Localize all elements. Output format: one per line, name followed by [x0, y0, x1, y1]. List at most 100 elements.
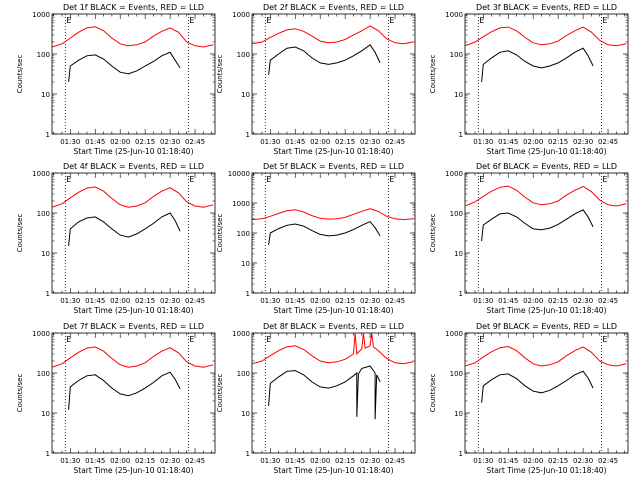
x-tick-label: 02:30: [573, 138, 593, 146]
y-tick-label: 10: [454, 250, 463, 258]
events-series-line: [68, 51, 181, 83]
event-marker-label: E: [266, 175, 271, 184]
x-axis-label: Start Time (25-Jun-10 01:18:40): [487, 147, 607, 156]
x-tick-label: 02:15: [135, 138, 155, 146]
x-tick-label: 01:45: [285, 297, 305, 305]
event-marker-label: E: [602, 175, 607, 184]
y-tick-label: 1: [459, 290, 463, 298]
events-series-line: [481, 47, 594, 83]
panel-det-6f: Det 6f BLACK = Events, RED = LLD 1 10 100 10…: [429, 162, 629, 315]
x-tick-label: 02:45: [598, 297, 618, 305]
y-tick-label: 100: [37, 370, 50, 378]
panel-det-2f: Det 2f BLACK = Events, RED = LLD 1 10 100 10…: [216, 3, 416, 156]
plot-frame: [51, 13, 216, 135]
event-marker-label: E: [189, 175, 194, 184]
y-tick-label: 1: [246, 131, 250, 139]
panel-det-1f: Det 1f BLACK = Events, RED = LLD 1 10 100 10…: [16, 3, 216, 156]
plot-frame: [464, 172, 629, 294]
x-tick-label: 02:30: [573, 457, 593, 465]
x-tick-label: 02:15: [335, 297, 355, 305]
y-axis-label: Counts/sec: [16, 55, 24, 94]
plot-frame: [251, 332, 416, 454]
x-tick-label: 01:45: [85, 138, 105, 146]
plot-frame: [51, 172, 216, 294]
y-tick-label: 100: [450, 370, 463, 378]
x-tick-label: 01:45: [498, 297, 518, 305]
x-tick-label: 02:15: [548, 138, 568, 146]
y-tick-label: 10: [41, 410, 50, 418]
y-tick-label: 10: [241, 91, 250, 99]
lld-series-line: [52, 26, 214, 48]
x-tick-label: 01:30: [260, 138, 280, 146]
y-tick-label: 100: [450, 210, 463, 218]
x-tick-label: 02:15: [335, 457, 355, 465]
y-tick-label: 10: [241, 260, 250, 268]
x-tick-label: 02:45: [385, 297, 405, 305]
panel-title: Det 9f BLACK = Events, RED = LLD: [476, 322, 617, 331]
y-axis-label: Counts/sec: [429, 374, 437, 413]
x-axis-label: Start Time (25-Jun-10 01:18:40): [487, 466, 607, 475]
y-tick-label: 100: [237, 230, 250, 238]
x-tick-label: 02:00: [310, 297, 330, 305]
lld-series-line: [465, 185, 627, 207]
y-tick-label: 10000: [228, 170, 250, 178]
y-tick-label: 1000: [32, 170, 50, 178]
x-tick-label: 02:45: [185, 297, 205, 305]
event-marker-label: E: [602, 16, 607, 25]
x-tick-label: 02:30: [160, 138, 180, 146]
y-axis-label: Counts/sec: [16, 374, 24, 413]
x-tick-label: 02:30: [573, 297, 593, 305]
lld-series-line: [465, 345, 627, 367]
x-axis-label: Start Time (25-Jun-10 01:18:40): [487, 306, 607, 315]
panel-title: Det 5f BLACK = Events, RED = LLD: [263, 162, 404, 171]
x-tick-label: 01:45: [85, 297, 105, 305]
event-marker-label: E: [389, 175, 394, 184]
x-tick-label: 02:15: [548, 297, 568, 305]
y-axis-label: Counts/sec: [429, 214, 437, 253]
lld-series-line: [252, 25, 414, 45]
event-marker-label: E: [602, 335, 607, 344]
x-tick-label: 01:45: [498, 138, 518, 146]
y-tick-label: 1000: [32, 11, 50, 19]
y-tick-label: 1: [459, 131, 463, 139]
x-tick-label: 02:00: [110, 138, 130, 146]
x-tick-label: 02:45: [385, 138, 405, 146]
y-tick-label: 10: [241, 410, 250, 418]
x-axis-label: Start Time (25-Jun-10 01:18:40): [274, 306, 394, 315]
x-tick-label: 02:00: [523, 457, 543, 465]
events-series-line: [481, 209, 594, 242]
x-tick-label: 02:30: [160, 457, 180, 465]
x-axis-label: Start Time (25-Jun-10 01:18:40): [274, 147, 394, 156]
panel-title: Det 4f BLACK = Events, RED = LLD: [63, 162, 204, 171]
panel-title: Det 6f BLACK = Events, RED = LLD: [476, 162, 617, 171]
x-tick-label: 02:15: [548, 457, 568, 465]
x-tick-label: 02:30: [160, 297, 180, 305]
event-marker-label: E: [479, 16, 484, 25]
events-series-line: [68, 212, 181, 247]
plot-frame: [464, 332, 629, 454]
x-tick-label: 02:15: [135, 457, 155, 465]
y-tick-label: 1: [46, 450, 50, 458]
x-axis-label: Start Time (25-Jun-10 01:18:40): [74, 466, 194, 475]
y-tick-label: 1000: [232, 11, 250, 19]
y-tick-label: 1: [46, 131, 50, 139]
y-tick-label: 1: [246, 450, 250, 458]
y-axis-label: Counts/sec: [216, 214, 224, 253]
y-tick-label: 100: [237, 370, 250, 378]
lld-series-line: [465, 26, 627, 47]
events-series-line: [268, 365, 381, 420]
x-tick-label: 02:00: [110, 457, 130, 465]
events-series-line: [68, 371, 181, 410]
y-tick-label: 1000: [232, 200, 250, 208]
x-tick-label: 01:30: [473, 297, 493, 305]
x-tick-label: 02:30: [360, 138, 380, 146]
y-tick-label: 1: [459, 450, 463, 458]
x-tick-label: 02:45: [598, 138, 618, 146]
lld-series-line: [52, 186, 214, 208]
event-marker-label: E: [479, 175, 484, 184]
x-axis-label: Start Time (25-Jun-10 01:18:40): [74, 147, 194, 156]
x-tick-label: 01:45: [498, 457, 518, 465]
x-tick-label: 02:30: [360, 457, 380, 465]
event-marker-label: E: [479, 335, 484, 344]
